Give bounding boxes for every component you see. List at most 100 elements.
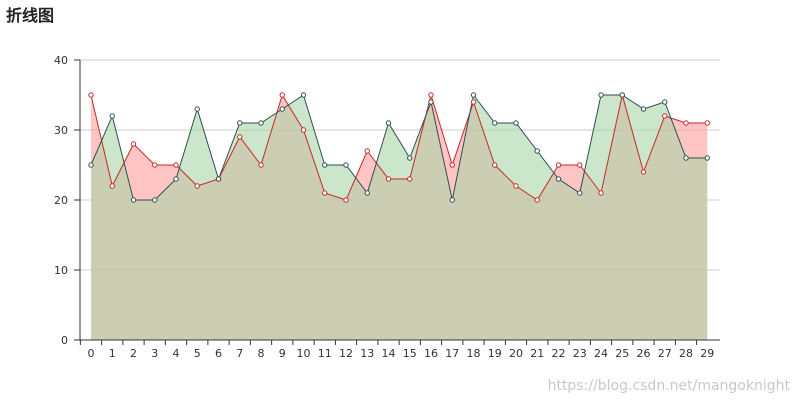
series-1-point-18[interactable] [470,92,477,98]
chart-title: 折线图 [6,6,55,25]
series-1-point-7[interactable] [237,120,243,126]
series-0-point-15[interactable] [407,176,413,182]
x-tick-label-10: 10 [297,347,311,360]
x-tick-label-8: 8 [258,347,265,360]
x-tick-label-29: 29 [700,347,714,360]
x-tick-label-12: 12 [339,347,353,360]
series-1-point-13[interactable] [364,190,370,196]
series-0-point-17[interactable] [449,162,455,168]
series-0-point-24[interactable] [598,190,604,196]
x-tick-label-14: 14 [382,347,396,360]
series-1-point-9[interactable] [279,106,285,112]
x-tick-label-28: 28 [679,347,693,360]
x-tick-label-16: 16 [424,347,438,360]
x-tick-label-13: 13 [360,347,374,360]
x-tick-label-9: 9 [279,347,286,360]
series-0-point-19[interactable] [492,162,498,168]
series-1-point-23[interactable] [577,190,583,196]
x-tick-label-15: 15 [403,347,417,360]
series-0-point-29[interactable] [704,120,710,126]
x-tick-label-23: 23 [573,347,587,360]
series-0-point-20[interactable] [513,183,519,189]
series-0-point-10[interactable] [300,127,307,133]
series-1-point-25[interactable] [619,92,625,98]
series-0-point-16[interactable] [428,92,434,98]
series-0-point-22[interactable] [555,162,562,168]
x-tick-label-24: 24 [594,347,608,360]
x-tick-label-3: 3 [151,347,158,360]
y-tick-label-30: 30 [54,124,68,137]
series-0-point-13[interactable] [364,148,370,154]
series-1-point-0[interactable] [88,162,94,168]
series-1-point-21[interactable] [534,148,540,154]
series-1-point-6[interactable] [215,176,222,182]
series-0-point-5[interactable] [194,183,200,189]
series-0-point-8[interactable] [258,162,264,168]
x-tick-label-5: 5 [194,347,201,360]
x-tick-label-0: 0 [88,347,95,360]
series-1-line [90,93,708,201]
series-0-point-23[interactable] [577,162,583,168]
x-tick-label-22: 22 [552,347,566,360]
x-tick-label-25: 25 [615,347,629,360]
series-1-point-14[interactable] [385,120,392,126]
x-tick-label-21: 21 [530,347,544,360]
series-0-point-9[interactable] [279,92,285,98]
series-1-point-27[interactable] [662,99,668,105]
series-1-point-29[interactable] [704,155,710,161]
series-0-point-18[interactable] [470,99,477,105]
y-tick-label-40: 40 [54,54,68,67]
series-0-point-27[interactable] [662,113,668,119]
series-1-point-11[interactable] [322,162,328,168]
series-0-point-0[interactable] [88,92,94,98]
series-1-point-26[interactable] [640,106,647,112]
series-0-point-12[interactable] [343,197,349,203]
series-1-point-5[interactable] [194,106,200,112]
series-0-point-1[interactable] [109,183,115,189]
series-lines [90,93,708,201]
x-tick-label-27: 27 [658,347,672,360]
series-1-point-8[interactable] [258,120,264,126]
series-1-point-19[interactable] [492,120,498,126]
watermark-text: https://blog.csdn.net/mangoknight [547,378,790,394]
series-1-area [91,95,708,340]
series-1-point-2[interactable] [130,197,137,203]
x-tick-label-17: 17 [445,347,459,360]
series-1-point-16[interactable] [428,99,434,105]
series-1-point-12[interactable] [343,162,349,168]
series-1-point-24[interactable] [598,92,604,98]
series-1-point-17[interactable] [449,197,455,203]
series-1-point-22[interactable] [555,176,562,182]
x-tick-label-26: 26 [637,347,651,360]
x-tick-label-11: 11 [318,347,332,360]
x-tick-label-4: 4 [173,347,180,360]
y-tick-label-10: 10 [54,264,68,277]
x-tick-label-1: 1 [109,347,116,360]
series-1-point-3[interactable] [152,197,158,203]
series-1-point-20[interactable] [513,120,519,126]
series-0-point-11[interactable] [322,190,328,196]
series-1-point-4[interactable] [173,176,179,182]
x-tick-label-20: 20 [509,347,523,360]
series-0-point-21[interactable] [534,197,540,203]
y-tick-label-0: 0 [61,334,68,347]
x-tick-label-19: 19 [488,347,502,360]
y-tick-label-20: 20 [54,194,68,207]
series-0-point-14[interactable] [385,176,392,182]
series-0-point-2[interactable] [130,141,137,147]
series-0-point-3[interactable] [152,162,158,168]
series-0-point-28[interactable] [683,120,689,126]
series-1-point-15[interactable] [407,155,413,161]
series-0-point-26[interactable] [640,169,647,175]
x-tick-label-7: 7 [236,347,243,360]
series-0-point-4[interactable] [173,162,179,168]
series-0-point-7[interactable] [237,134,243,140]
x-tick-label-6: 6 [215,347,222,360]
series-1-point-1[interactable] [109,113,115,119]
series-1-point-10[interactable] [300,92,307,98]
x-tick-label-18: 18 [467,347,481,360]
x-tick-label-2: 2 [130,347,137,360]
series-1-point-28[interactable] [683,155,689,161]
